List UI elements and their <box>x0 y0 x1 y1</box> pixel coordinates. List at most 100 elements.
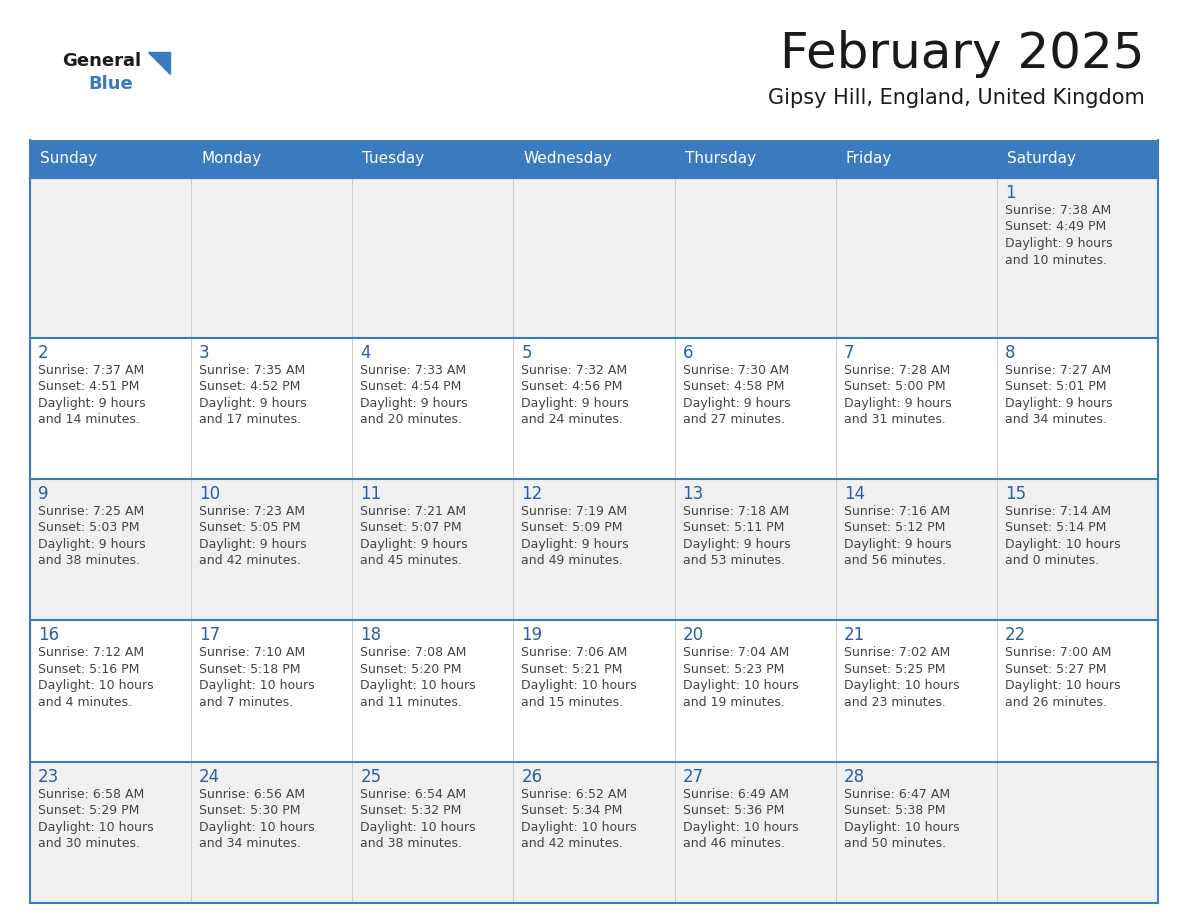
Text: Sunrise: 7:08 AM: Sunrise: 7:08 AM <box>360 646 467 659</box>
Bar <box>513 621 675 762</box>
Bar <box>675 178 835 338</box>
Bar <box>30 140 1158 178</box>
Text: Sunset: 5:38 PM: Sunset: 5:38 PM <box>843 804 946 817</box>
Text: Sunrise: 7:16 AM: Sunrise: 7:16 AM <box>843 505 950 518</box>
Text: 15: 15 <box>1005 485 1026 503</box>
Text: Sunset: 5:05 PM: Sunset: 5:05 PM <box>200 521 301 534</box>
Text: Sunrise: 7:35 AM: Sunrise: 7:35 AM <box>200 364 305 376</box>
Text: and 38 minutes.: and 38 minutes. <box>38 554 140 567</box>
Text: and 30 minutes.: and 30 minutes. <box>38 837 140 850</box>
Text: Daylight: 10 hours: Daylight: 10 hours <box>200 679 315 692</box>
Text: Daylight: 10 hours: Daylight: 10 hours <box>843 821 960 834</box>
Text: Sunrise: 7:25 AM: Sunrise: 7:25 AM <box>38 505 144 518</box>
Bar <box>997 338 1158 479</box>
Bar <box>353 178 513 338</box>
Text: and 19 minutes.: and 19 minutes. <box>683 696 784 709</box>
Text: Sunset: 5:18 PM: Sunset: 5:18 PM <box>200 663 301 676</box>
Text: Sunset: 5:20 PM: Sunset: 5:20 PM <box>360 663 462 676</box>
Text: Blue: Blue <box>88 75 133 93</box>
Text: and 20 minutes.: and 20 minutes. <box>360 413 462 426</box>
Text: 20: 20 <box>683 626 703 644</box>
Text: 1: 1 <box>1005 184 1016 202</box>
Text: and 24 minutes.: and 24 minutes. <box>522 413 624 426</box>
Text: Sunrise: 7:04 AM: Sunrise: 7:04 AM <box>683 646 789 659</box>
Text: 6: 6 <box>683 343 693 362</box>
Text: 26: 26 <box>522 767 543 786</box>
Text: and 27 minutes.: and 27 minutes. <box>683 413 784 426</box>
Text: Daylight: 10 hours: Daylight: 10 hours <box>522 679 637 692</box>
Text: 16: 16 <box>38 626 59 644</box>
Text: Sunset: 5:09 PM: Sunset: 5:09 PM <box>522 521 623 534</box>
Text: 19: 19 <box>522 626 543 644</box>
Bar <box>353 338 513 479</box>
Text: Sunset: 5:12 PM: Sunset: 5:12 PM <box>843 521 946 534</box>
Text: and 34 minutes.: and 34 minutes. <box>1005 413 1107 426</box>
Text: Thursday: Thursday <box>684 151 756 166</box>
Text: Daylight: 9 hours: Daylight: 9 hours <box>1005 397 1112 409</box>
Text: Daylight: 10 hours: Daylight: 10 hours <box>843 679 960 692</box>
Bar <box>353 479 513 621</box>
Bar <box>30 479 191 621</box>
Bar <box>675 338 835 479</box>
Text: Daylight: 9 hours: Daylight: 9 hours <box>38 397 146 409</box>
Bar <box>513 479 675 621</box>
Text: 5: 5 <box>522 343 532 362</box>
Text: Sunset: 4:54 PM: Sunset: 4:54 PM <box>360 380 462 393</box>
Text: Daylight: 9 hours: Daylight: 9 hours <box>38 538 146 551</box>
Text: Sunrise: 6:49 AM: Sunrise: 6:49 AM <box>683 788 789 800</box>
Text: Sunrise: 7:38 AM: Sunrise: 7:38 AM <box>1005 204 1111 217</box>
Text: Sunrise: 7:33 AM: Sunrise: 7:33 AM <box>360 364 467 376</box>
Text: Friday: Friday <box>846 151 892 166</box>
Bar <box>513 762 675 903</box>
Text: 27: 27 <box>683 767 703 786</box>
Text: 12: 12 <box>522 485 543 503</box>
Text: Sunset: 5:11 PM: Sunset: 5:11 PM <box>683 521 784 534</box>
Bar <box>835 621 997 762</box>
Bar <box>191 762 353 903</box>
Text: and 15 minutes.: and 15 minutes. <box>522 696 624 709</box>
Text: Sunrise: 7:28 AM: Sunrise: 7:28 AM <box>843 364 950 376</box>
Text: and 31 minutes.: and 31 minutes. <box>843 413 946 426</box>
Bar <box>835 479 997 621</box>
Text: 2: 2 <box>38 343 49 362</box>
Text: Sunset: 5:16 PM: Sunset: 5:16 PM <box>38 663 139 676</box>
Bar <box>513 338 675 479</box>
Text: Sunrise: 7:18 AM: Sunrise: 7:18 AM <box>683 505 789 518</box>
Text: Sunset: 5:30 PM: Sunset: 5:30 PM <box>200 804 301 817</box>
Text: Sunrise: 7:32 AM: Sunrise: 7:32 AM <box>522 364 627 376</box>
Text: Daylight: 9 hours: Daylight: 9 hours <box>683 538 790 551</box>
Text: and 11 minutes.: and 11 minutes. <box>360 696 462 709</box>
Text: Sunrise: 7:21 AM: Sunrise: 7:21 AM <box>360 505 467 518</box>
Text: Sunset: 5:14 PM: Sunset: 5:14 PM <box>1005 521 1106 534</box>
Text: Daylight: 9 hours: Daylight: 9 hours <box>522 538 630 551</box>
Text: 7: 7 <box>843 343 854 362</box>
Text: 21: 21 <box>843 626 865 644</box>
Bar <box>191 479 353 621</box>
Text: and 56 minutes.: and 56 minutes. <box>843 554 946 567</box>
Bar <box>997 178 1158 338</box>
Text: and 45 minutes.: and 45 minutes. <box>360 554 462 567</box>
Text: and 10 minutes.: and 10 minutes. <box>1005 253 1107 266</box>
Text: Daylight: 9 hours: Daylight: 9 hours <box>360 397 468 409</box>
Text: and 42 minutes.: and 42 minutes. <box>522 837 624 850</box>
Text: General: General <box>62 52 141 70</box>
Text: Daylight: 10 hours: Daylight: 10 hours <box>38 821 153 834</box>
Text: Sunrise: 6:56 AM: Sunrise: 6:56 AM <box>200 788 305 800</box>
Text: Daylight: 9 hours: Daylight: 9 hours <box>200 397 307 409</box>
Text: Sunset: 4:49 PM: Sunset: 4:49 PM <box>1005 220 1106 233</box>
Text: 18: 18 <box>360 626 381 644</box>
Text: Sunset: 5:25 PM: Sunset: 5:25 PM <box>843 663 946 676</box>
Bar <box>191 621 353 762</box>
Text: Sunrise: 7:23 AM: Sunrise: 7:23 AM <box>200 505 305 518</box>
Text: Sunset: 5:21 PM: Sunset: 5:21 PM <box>522 663 623 676</box>
Text: and 0 minutes.: and 0 minutes. <box>1005 554 1099 567</box>
Bar <box>513 178 675 338</box>
Text: Sunset: 5:00 PM: Sunset: 5:00 PM <box>843 380 946 393</box>
Text: Daylight: 9 hours: Daylight: 9 hours <box>200 538 307 551</box>
Text: Sunrise: 7:19 AM: Sunrise: 7:19 AM <box>522 505 627 518</box>
Text: Sunrise: 7:12 AM: Sunrise: 7:12 AM <box>38 646 144 659</box>
Text: Sunrise: 7:14 AM: Sunrise: 7:14 AM <box>1005 505 1111 518</box>
Text: Sunset: 4:51 PM: Sunset: 4:51 PM <box>38 380 139 393</box>
Bar <box>835 178 997 338</box>
Bar <box>30 178 191 338</box>
